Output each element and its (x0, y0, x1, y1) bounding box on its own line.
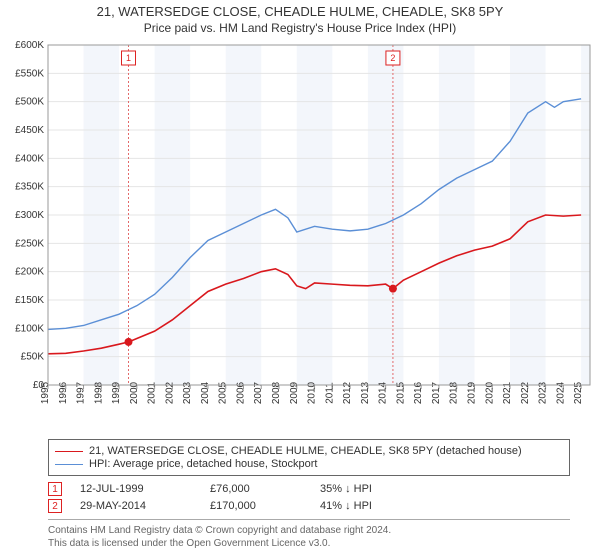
svg-text:£100K: £100K (15, 323, 44, 334)
footer-line-1: Contains HM Land Registry data © Crown c… (48, 524, 570, 537)
svg-text:2: 2 (390, 53, 395, 63)
tx-note-1: 35% ↓ HPI (320, 483, 372, 495)
tx-date-2: 29-MAY-2014 (80, 500, 210, 512)
tx-badge-1: 1 (48, 482, 62, 496)
tx-note-2: 41% ↓ HPI (320, 500, 372, 512)
tx-badge-2: 2 (48, 499, 62, 513)
svg-text:£500K: £500K (15, 97, 44, 108)
svg-text:£600K: £600K (15, 40, 44, 51)
legend-label-hpi: HPI: Average price, detached house, Stoc… (89, 458, 318, 470)
chart-area: £0£50K£100K£150K£200K£250K£300K£350K£400… (0, 35, 600, 435)
legend-swatch-property (55, 451, 83, 452)
chart-titles: 21, WATERSEDGE CLOSE, CHEADLE HULME, CHE… (0, 0, 600, 35)
title-line-1: 21, WATERSEDGE CLOSE, CHEADLE HULME, CHE… (0, 4, 600, 19)
svg-text:1: 1 (126, 53, 131, 63)
svg-text:£550K: £550K (15, 68, 44, 79)
svg-text:£450K: £450K (15, 125, 44, 136)
legend-item-hpi: HPI: Average price, detached house, Stoc… (55, 458, 563, 470)
transactions-table: 1 12-JUL-1999 £76,000 35% ↓ HPI 2 29-MAY… (48, 482, 570, 513)
transaction-row-2: 2 29-MAY-2014 £170,000 41% ↓ HPI (48, 499, 570, 513)
footer-line-2: This data is licensed under the Open Gov… (48, 537, 570, 550)
footer: Contains HM Land Registry data © Crown c… (48, 519, 570, 550)
tx-price-2: £170,000 (210, 500, 320, 512)
chart-svg: £0£50K£100K£150K£200K£250K£300K£350K£400… (0, 35, 600, 435)
title-line-2: Price paid vs. HM Land Registry's House … (0, 21, 600, 35)
legend: 21, WATERSEDGE CLOSE, CHEADLE HULME, CHE… (48, 439, 570, 476)
legend-label-property: 21, WATERSEDGE CLOSE, CHEADLE HULME, CHE… (89, 445, 522, 457)
svg-text:£250K: £250K (15, 238, 44, 249)
svg-text:£300K: £300K (15, 210, 44, 221)
transaction-row-1: 1 12-JUL-1999 £76,000 35% ↓ HPI (48, 482, 570, 496)
tx-date-1: 12-JUL-1999 (80, 483, 210, 495)
legend-swatch-hpi (55, 464, 83, 465)
svg-text:£200K: £200K (15, 267, 44, 278)
legend-item-property: 21, WATERSEDGE CLOSE, CHEADLE HULME, CHE… (55, 445, 563, 457)
svg-text:£150K: £150K (15, 295, 44, 306)
svg-text:£50K: £50K (21, 352, 45, 363)
tx-price-1: £76,000 (210, 483, 320, 495)
svg-text:£350K: £350K (15, 182, 44, 193)
svg-text:£400K: £400K (15, 153, 44, 164)
